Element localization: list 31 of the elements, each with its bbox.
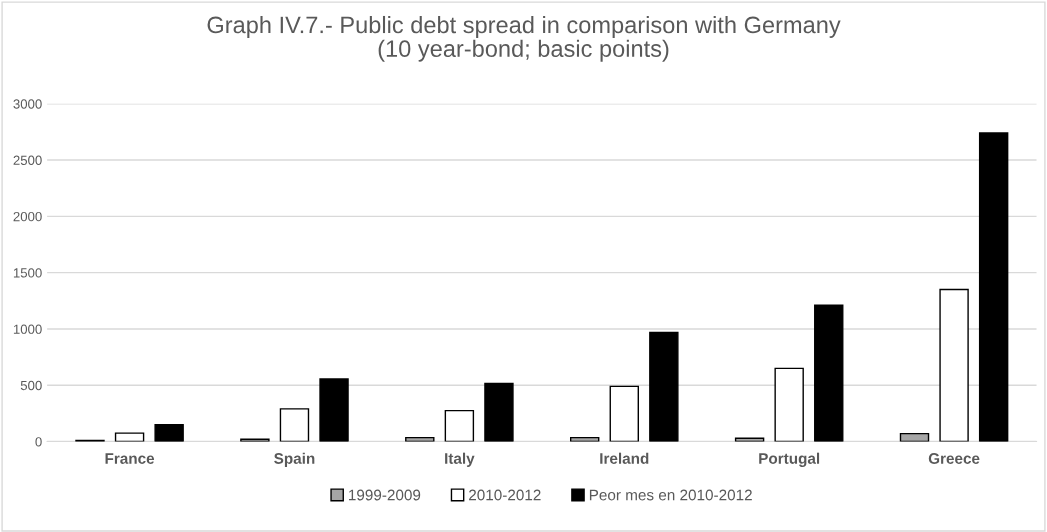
bar	[814, 304, 844, 442]
y-tick-label: 1000	[13, 324, 42, 334]
bar	[939, 288, 969, 442]
legend-label: 2010-2012	[469, 489, 541, 501]
x-tick-label: Spain	[274, 452, 315, 467]
x-tick-label: Ireland	[600, 452, 649, 464]
y-tick-label: 2500	[13, 155, 42, 165]
legend-label: Peor mes en 2010-2012	[589, 489, 752, 501]
y-tick-label: 3000	[13, 99, 42, 109]
x-tick-label: Greece	[928, 453, 980, 464]
bar	[609, 385, 639, 442]
bar	[319, 378, 349, 442]
chart-title: Graph IV.7.- Public debt spread in comparison with Germany (10 year-bond; basic points)	[207, 15, 841, 62]
x-tick-label: France	[105, 453, 155, 464]
bar	[484, 382, 514, 442]
x-tick-label: Portugal	[759, 452, 820, 467]
y-tick-label: 1500	[13, 268, 42, 278]
bar	[114, 432, 145, 442]
bar	[649, 331, 679, 442]
y-tick-label: 500	[20, 380, 42, 391]
y-tick-label: 0	[35, 437, 42, 447]
x-tick-label: Italy	[445, 452, 475, 467]
bar	[978, 132, 1009, 442]
bar	[774, 367, 804, 442]
bar	[734, 437, 765, 442]
bar	[279, 408, 310, 442]
legend-label: 1999-2009	[349, 489, 421, 501]
y-tick-label: 2000	[13, 211, 42, 222]
bar	[899, 432, 930, 442]
bar	[444, 409, 475, 442]
bar	[154, 423, 184, 442]
